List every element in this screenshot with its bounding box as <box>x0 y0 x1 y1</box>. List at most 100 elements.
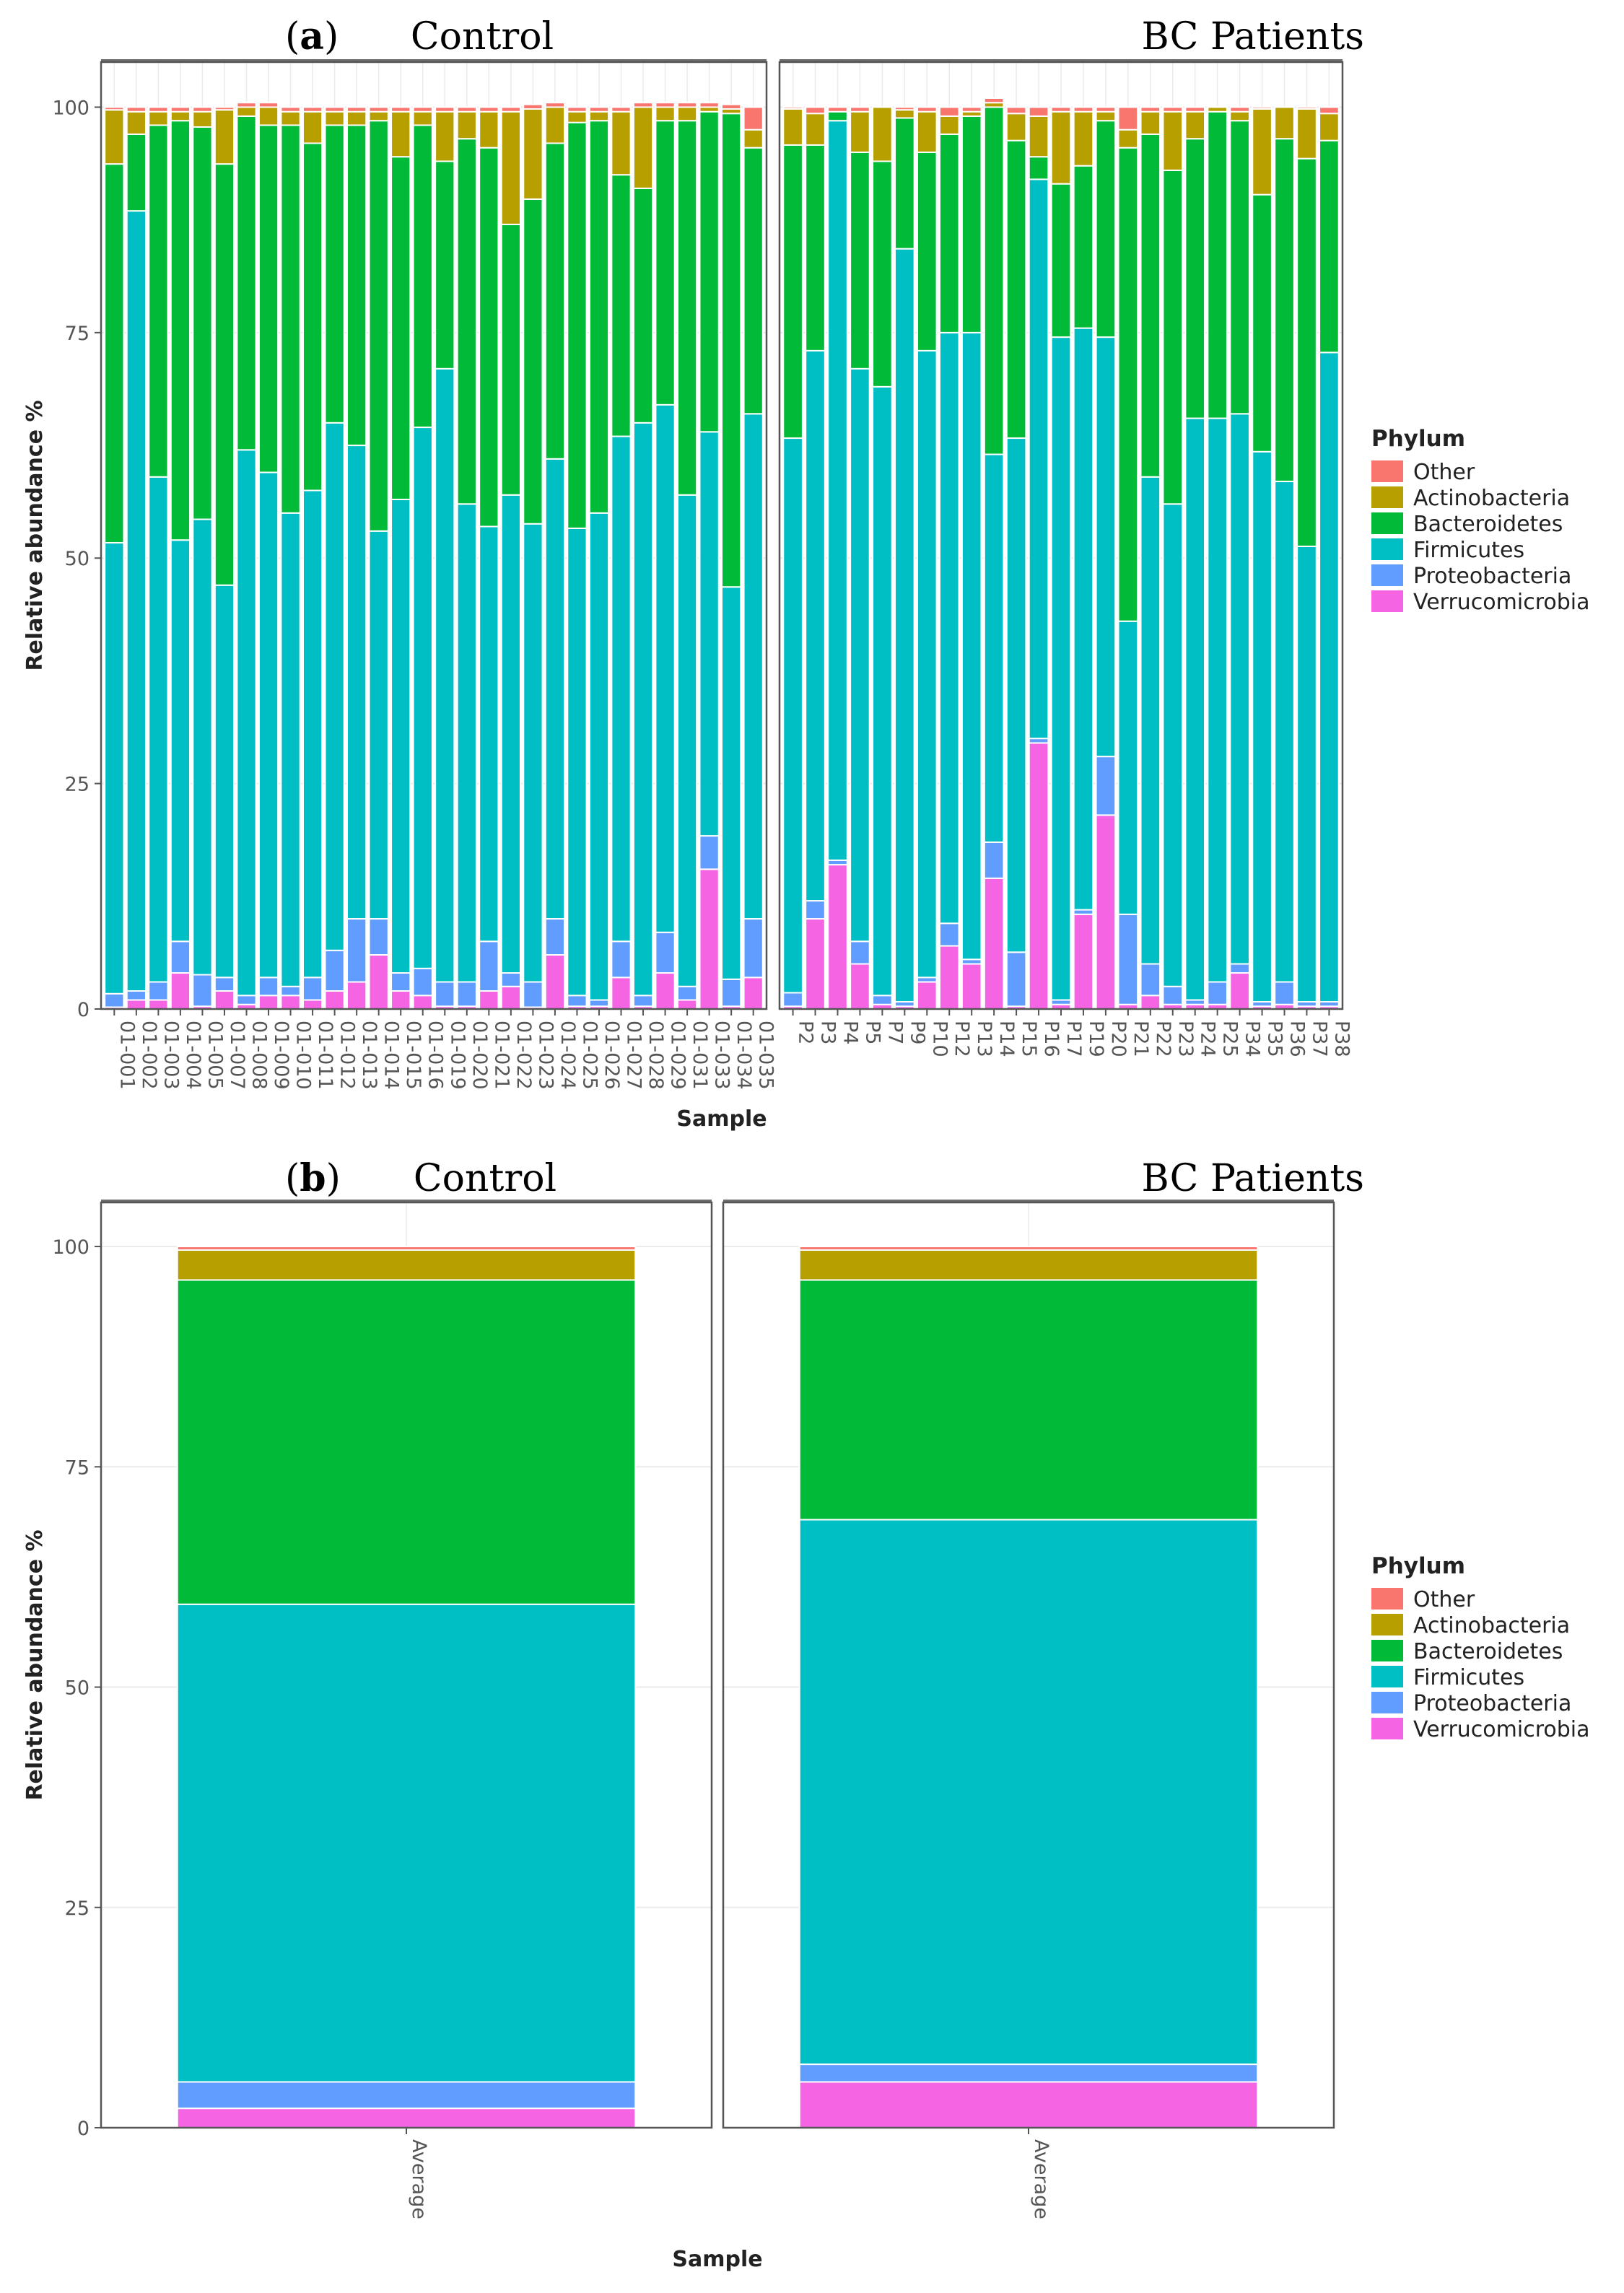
chart-a-bar-01-004-proteobacteria <box>170 940 191 974</box>
chart-a-bar-p3-other <box>805 106 826 115</box>
panel-a-control-title: Control <box>411 15 554 58</box>
chart-a-bar-p24-firmicutes <box>1184 417 1206 1001</box>
chart-a-bar-01-010-firmicutes <box>280 512 301 987</box>
chart-a-bar-p20-other <box>1095 106 1117 113</box>
chart-a-bar-01-012-verrucomicrobia <box>324 990 345 1010</box>
chart-a-bar-p19-firmicutes <box>1073 327 1094 911</box>
chart-a-bar-01-026-actinobacteria <box>588 110 610 122</box>
chart-a-bar-01-026-proteobacteria <box>588 999 610 1008</box>
chart-a-bar-01-002-other <box>126 106 147 113</box>
chart-a-bar-p37-other <box>1296 106 1317 110</box>
chart-a-bar-p34-firmicutes <box>1229 413 1250 965</box>
chart-a-bar-01-035-verrucomicrobia <box>743 977 764 1010</box>
chart-a-bar-01-014-firmicutes <box>368 530 389 920</box>
chart-b-legend-label-firmicutes: Firmicutes <box>1413 1665 1524 1690</box>
chart-b-bar-average-other <box>798 1246 1259 1251</box>
chart-a-bar-01-008-actinobacteria <box>236 106 257 117</box>
chart-a-bar-01-004-firmicutes <box>170 539 191 943</box>
chart-a-bar-p19-verrucomicrobia <box>1073 913 1094 1010</box>
chart-a-x-tick-01-011: 01-011 <box>314 1021 336 1090</box>
chart-a-bar-01-008-proteobacteria <box>236 995 257 1005</box>
chart-a-legend-label-other: Other <box>1413 460 1475 485</box>
chart-a-x-tick-p2: P2 <box>795 1021 817 1044</box>
chart-a-bar-01-002-actinobacteria <box>126 110 147 135</box>
chart-a-bar-01-013-actinobacteria <box>346 110 367 126</box>
chart-a-bar-01-016-actinobacteria <box>412 110 433 126</box>
chart-a-bar-p13-other <box>961 106 982 113</box>
chart-a-bar-p5-actinobacteria <box>850 110 870 153</box>
chart-a-bar-01-026-other <box>588 106 610 113</box>
chart-a-bar-p20-verrucomicrobia <box>1095 814 1117 1010</box>
chart-a-bar-01-023-firmicutes <box>523 523 543 983</box>
chart-a-bar-01-011-bacteroidetes <box>302 142 323 492</box>
chart-b-bar-average-firmicutes <box>176 1603 637 2083</box>
chart-a-x-tick-p17: P17 <box>1062 1021 1085 1057</box>
chart-a-legend-swatch-verrucomicrobia <box>1371 590 1403 612</box>
chart-a-bar-p37-bacteroidetes <box>1296 157 1317 547</box>
chart-a-bar-01-003-proteobacteria <box>148 981 169 1001</box>
panel-b-letter: b <box>300 1156 326 1200</box>
chart-a-bar-01-022-other <box>500 106 521 113</box>
chart-b-bar-average-verrucomicrobia <box>176 2108 637 2129</box>
chart-b-legend-swatch-firmicutes <box>1371 1666 1403 1687</box>
chart-a-bar-p16-verrucomicrobia <box>1028 742 1049 1010</box>
chart-b-x-tick-average: Average <box>408 2139 430 2219</box>
chart-a-bar-p10-actinobacteria <box>916 110 938 153</box>
chart-a-bar-p7-proteobacteria <box>872 995 893 1005</box>
chart-a-bar-p12-actinobacteria <box>938 115 960 135</box>
chart-a-x-tick-01-026: 01-026 <box>601 1021 623 1090</box>
chart-a-bar-p37-actinobacteria <box>1296 108 1317 160</box>
chart-a-bar-01-021-other <box>479 106 499 113</box>
chart-a-bar-01-027-proteobacteria <box>611 940 632 979</box>
chart-a-facet-bc-patients: P2 P3 P4 P5 P7 P9 P10 P12 P13 P14 P15 P16 P17 P19 P20 P… <box>778 59 1353 1057</box>
chart-a-x-axis-label: Sample <box>676 1106 767 1132</box>
chart-b-y-tick-25: 25 <box>65 1897 90 1920</box>
chart-a-bar-01-021-actinobacteria <box>479 110 499 149</box>
chart-a-bar-p36-bacteroidetes <box>1274 138 1295 483</box>
chart-a-bar-p10-bacteroidetes <box>916 151 938 351</box>
chart-a-x-tick-01-028: 01-028 <box>645 1021 667 1090</box>
chart-a-bar-01-025-actinobacteria <box>567 110 588 123</box>
chart-a-bar-01-009-proteobacteria <box>258 977 279 997</box>
chart-a-x-tick-p12: P12 <box>951 1021 973 1057</box>
chart-a-bar-p20-firmicutes <box>1095 336 1117 758</box>
chart-a-bar-01-034-firmicutes <box>721 586 742 980</box>
chart-a-bar-01-002-firmicutes <box>126 210 147 992</box>
chart-a-x-tick-p15: P15 <box>1018 1021 1040 1057</box>
chart-a-bar-01-034-other <box>721 103 742 110</box>
chart-a-bar-p22-actinobacteria <box>1140 110 1161 135</box>
chart-a-x-tick-p37: P37 <box>1308 1021 1330 1057</box>
chart-a-bar-p22-bacteroidetes <box>1140 133 1161 478</box>
chart-a-bar-01-009-other <box>258 102 279 108</box>
chart-a-bar-01-025-other <box>567 106 588 113</box>
chart-a-legend-label-actinobacteria: Actinobacteria <box>1413 486 1570 511</box>
chart-a-bar-p34-actinobacteria <box>1229 110 1250 122</box>
chart-a-bar-01-016-proteobacteria <box>412 967 433 997</box>
chart-a-bar-01-035-proteobacteria <box>743 918 764 979</box>
chart-a-legend-swatch-bacteroidetes <box>1371 512 1403 534</box>
chart-a-bar-01-020-proteobacteria <box>456 981 477 1008</box>
chart-a-bar-p4-other <box>827 106 848 113</box>
chart-a-bar-01-029-actinobacteria <box>655 106 676 122</box>
chart-a-x-tick-p21: P21 <box>1130 1021 1152 1057</box>
chart-a-bar-p21-other <box>1117 106 1139 131</box>
chart-a-bar-p34-verrucomicrobia <box>1229 972 1250 1010</box>
chart-a-legend: Phylum OtherActinobacteriaBacteroidetesFi… <box>1371 426 1590 615</box>
chart-b-y-axis-label: Relative abundance % <box>22 1529 48 1800</box>
chart-a-bar-01-007-verrucomicrobia <box>214 990 235 1010</box>
chart-a-bar-01-014-proteobacteria <box>368 918 389 956</box>
chart-a-bar-01-019-other <box>435 106 455 113</box>
chart-a-bar-01-022-actinobacteria <box>500 110 521 225</box>
chart-a-bar-01-035-other <box>743 106 764 131</box>
chart-a-bar-01-020-bacteroidetes <box>456 138 477 505</box>
chart-a-bar-01-004-actinobacteria <box>170 110 191 122</box>
chart-a-bar-p25-proteobacteria <box>1207 981 1228 1005</box>
chart-a-bar-01-021-verrucomicrobia <box>479 990 499 1010</box>
chart-a-bar-p15-other <box>1005 106 1027 115</box>
chart-a-bar-01-015-verrucomicrobia <box>390 990 411 1010</box>
chart-a-bar-01-027-bacteroidetes <box>611 174 632 437</box>
chart-a-bar-01-007-firmicutes <box>214 584 235 979</box>
chart-a-bar-p38-actinobacteria <box>1319 113 1340 141</box>
chart-a-bar-01-007-proteobacteria <box>214 977 235 992</box>
